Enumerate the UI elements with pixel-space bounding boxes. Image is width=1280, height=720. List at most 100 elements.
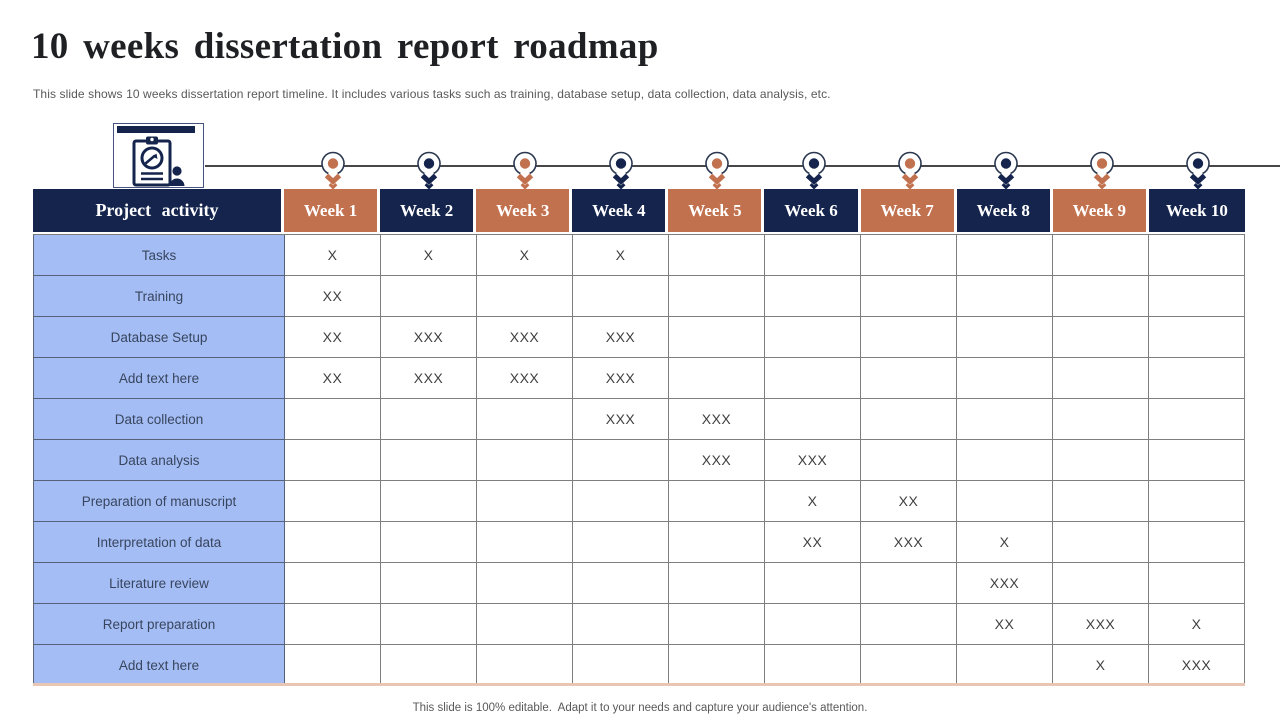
- table-cell-r9-w6: [765, 563, 861, 604]
- table-cell-r6-w2: [381, 440, 477, 481]
- table-cell-r3-w10: [1149, 317, 1245, 358]
- table-cell-r6-w4: [573, 440, 669, 481]
- column-header-week-3: Week 3: [476, 189, 573, 232]
- table-row: Tasks X X X X: [34, 235, 1245, 276]
- table-cell-r2-w5: [669, 276, 765, 317]
- table-cell-r10-w7: [861, 604, 957, 645]
- table-cell-r7-w3: [477, 481, 573, 522]
- table-cell-r2-w1: XX: [285, 276, 381, 317]
- table-cell-r2-w2: [381, 276, 477, 317]
- column-header-week-6: Week 6: [764, 189, 861, 232]
- table-cell-r8-w7: XXX: [861, 522, 957, 563]
- row-label: Add text here: [34, 358, 285, 399]
- table-cell-r5-w1: [285, 399, 381, 440]
- table-cell-r4-w7: [861, 358, 957, 399]
- footer-note: This slide is 100% editable. Adapt it to…: [412, 702, 868, 714]
- timeline-marker-1: [319, 149, 347, 191]
- table-cell-r8-w8: X: [957, 522, 1053, 563]
- row-label: Literature review: [34, 563, 285, 604]
- table-cell-r8-w6: XX: [765, 522, 861, 563]
- column-header-week-4: Week 4: [572, 189, 669, 232]
- table-cell-r6-w5: XXX: [669, 440, 765, 481]
- table-cell-r11-w6: [765, 645, 861, 686]
- table-cell-r10-w6: [765, 604, 861, 645]
- column-header-week-9: Week 9: [1052, 189, 1149, 232]
- timeline-marker-5: [703, 149, 731, 191]
- table-cell-r10-w4: [573, 604, 669, 645]
- table-cell-r6-w6: XXX: [765, 440, 861, 481]
- table-cell-r8-w10: [1149, 522, 1245, 563]
- table-cell-r9-w10: [1149, 563, 1245, 604]
- table-cell-r11-w5: [669, 645, 765, 686]
- table-cell-r5-w7: [861, 399, 957, 440]
- table-cell-r8-w4: [573, 522, 669, 563]
- table-cell-r2-w8: [957, 276, 1053, 317]
- table-cell-r9-w2: [381, 563, 477, 604]
- table-cell-r3-w8: [957, 317, 1053, 358]
- table-cell-r11-w7: [861, 645, 957, 686]
- icon-box-topbar: [117, 126, 195, 133]
- table-cell-r4-w2: XXX: [381, 358, 477, 399]
- table-cell-r11-w1: [285, 645, 381, 686]
- table-cell-r7-w10: [1149, 481, 1245, 522]
- table-row: Data analysis XXX XXX: [34, 440, 1245, 481]
- table-cell-r8-w2: [381, 522, 477, 563]
- timeline-marker-8: [992, 149, 1020, 191]
- table-cell-r1-w2: X: [381, 235, 477, 276]
- table-cell-r9-w5: [669, 563, 765, 604]
- table-cell-r2-w7: [861, 276, 957, 317]
- table-cell-r1-w4: X: [573, 235, 669, 276]
- table-row: Preparation of manuscript X XX: [34, 481, 1245, 522]
- table-cell-r1-w10: [1149, 235, 1245, 276]
- table-cell-r2-w4: [573, 276, 669, 317]
- row-label: Add text here: [34, 645, 285, 686]
- table-cell-r10-w3: [477, 604, 573, 645]
- row-label: Interpretation of data: [34, 522, 285, 563]
- table-cell-r10-w9: XXX: [1053, 604, 1149, 645]
- column-header-week-7: Week 7: [860, 189, 957, 232]
- table-cell-r7-w1: [285, 481, 381, 522]
- table-cell-r6-w3: [477, 440, 573, 481]
- table-cell-r3-w3: XXX: [477, 317, 573, 358]
- row-label: Preparation of manuscript: [34, 481, 285, 522]
- table-cell-r7-w8: [957, 481, 1053, 522]
- table-row: Add text here XX XXX XXX XXX: [34, 358, 1245, 399]
- page-title: 10 weeks dissertation report roadmap: [31, 26, 659, 67]
- table-bottom-accent: [33, 683, 1245, 686]
- table-cell-r4-w1: XX: [285, 358, 381, 399]
- table-cell-r1-w1: X: [285, 235, 381, 276]
- table-cell-r5-w4: XXX: [573, 399, 669, 440]
- table-cell-r5-w8: [957, 399, 1053, 440]
- table-cell-r6-w8: [957, 440, 1053, 481]
- table-row: Report preparation XX XXX X: [34, 604, 1245, 645]
- table-cell-r1-w5: [669, 235, 765, 276]
- timeline-marker-9: [1088, 149, 1116, 191]
- table-cell-r5-w5: XXX: [669, 399, 765, 440]
- table-cell-r11-w2: [381, 645, 477, 686]
- table-cell-r3-w4: XXX: [573, 317, 669, 358]
- table-row: Literature review XXX: [34, 563, 1245, 604]
- table-cell-r11-w8: [957, 645, 1053, 686]
- table-cell-r9-w3: [477, 563, 573, 604]
- page-subtitle: This slide shows 10 weeks dissertation r…: [33, 87, 831, 101]
- table-cell-r9-w8: XXX: [957, 563, 1053, 604]
- table-cell-r10-w2: [381, 604, 477, 645]
- timeline-marker-4: [607, 149, 635, 191]
- table-cell-r9-w1: [285, 563, 381, 604]
- table-cell-r3-w9: [1053, 317, 1149, 358]
- table-cell-r10-w1: [285, 604, 381, 645]
- table-row: Add text here X XXX: [34, 645, 1245, 686]
- table-cell-r4-w9: [1053, 358, 1149, 399]
- table-cell-r3-w1: XX: [285, 317, 381, 358]
- table-cell-r2-w10: [1149, 276, 1245, 317]
- timeline-line: [205, 165, 1280, 167]
- timeline-marker-6: [800, 149, 828, 191]
- table-cell-r1-w3: X: [477, 235, 573, 276]
- table-cell-r8-w5: [669, 522, 765, 563]
- table-cell-r8-w1: [285, 522, 381, 563]
- row-label: Training: [34, 276, 285, 317]
- table-header-row: Project activity Week 1 Week 2 Week 3 Week …: [33, 189, 1245, 232]
- column-header-week-1: Week 1: [284, 189, 381, 232]
- table-cell-r10-w5: [669, 604, 765, 645]
